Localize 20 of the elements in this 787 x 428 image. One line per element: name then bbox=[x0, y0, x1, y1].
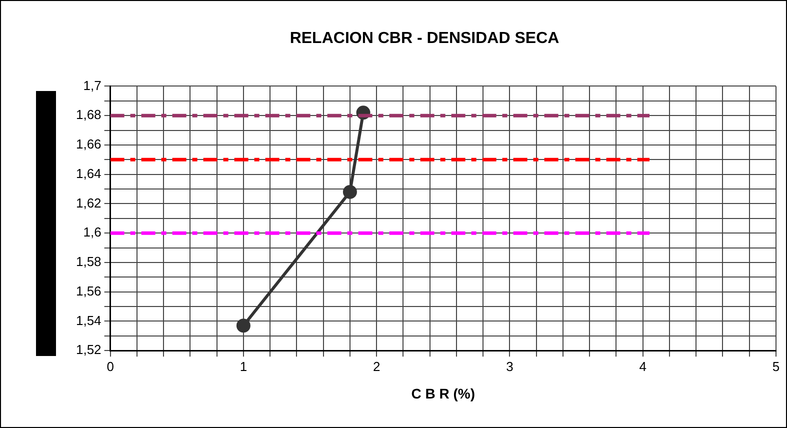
x-tick-label: 2 bbox=[372, 358, 380, 374]
y-tick-label: 1,6 bbox=[83, 224, 102, 240]
y-tick-label: 1,62 bbox=[76, 195, 102, 210]
point bbox=[342, 184, 357, 199]
x-tick-label: 5 bbox=[772, 358, 780, 374]
chart-title: RELACION CBR - DENSIDAD SECA bbox=[290, 30, 560, 48]
y-tick-label: 1,56 bbox=[76, 283, 102, 298]
y-tick-label: 1,7 bbox=[83, 78, 102, 93]
x-axis-title: C B R (%) bbox=[411, 385, 476, 402]
x-tick-label: 1 bbox=[240, 358, 248, 374]
y-tick-label: 1,54 bbox=[76, 312, 102, 328]
x-tick-label: 0 bbox=[106, 358, 114, 374]
y-tick-label: 1,66 bbox=[76, 136, 102, 152]
y-tick-label: 1,52 bbox=[76, 342, 102, 358]
x-tick-label: 3 bbox=[506, 358, 514, 374]
y-tick-label: 1,68 bbox=[76, 107, 102, 122]
point bbox=[236, 318, 250, 333]
y-tick-label: 1,58 bbox=[76, 254, 102, 270]
y-tick-label: 1,64 bbox=[76, 166, 102, 181]
x-tick-label: 4 bbox=[639, 358, 646, 374]
